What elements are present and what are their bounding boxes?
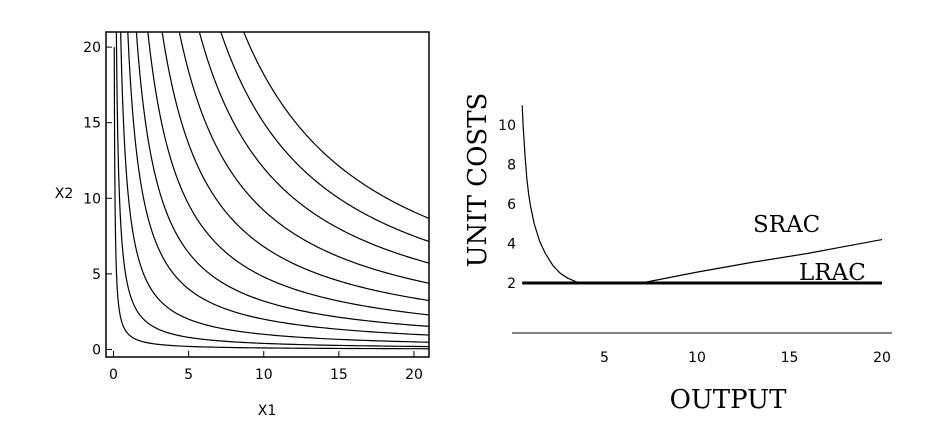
lrac-label: LRAC xyxy=(799,260,866,286)
x-tick-label: 5 xyxy=(184,367,193,383)
y-tick-label: 10 xyxy=(498,118,516,134)
isoquant-y-ticks: 0 5 10 15 20 xyxy=(83,40,112,358)
y-tick-label: 0 xyxy=(92,342,101,358)
isoquant-curve xyxy=(120,31,430,343)
isoquant-curve xyxy=(178,31,430,284)
x-tick-label: 15 xyxy=(781,350,799,366)
cost-x-label: OUTPUT xyxy=(670,385,788,415)
isoquant-plot: 0 5 10 15 20 0 5 10 15 20 X1 X2 xyxy=(55,31,430,419)
isoquant-curve xyxy=(161,31,430,302)
cost-plot: 5 10 15 20 2 4 6 8 10 SRAC LRAC OUTPUT UNIT COS… xyxy=(463,93,892,415)
cost-y-label: UNIT COSTS xyxy=(463,93,493,268)
x-tick-label: 15 xyxy=(330,367,348,383)
y-tick-label: 15 xyxy=(83,116,101,132)
isoquant-curve xyxy=(127,31,430,336)
y-tick-label: 20 xyxy=(83,40,101,56)
x-tick-label: 10 xyxy=(255,367,273,383)
x-tick-label: 20 xyxy=(873,350,891,366)
isoquant-x-ticks: 0 5 10 15 20 xyxy=(109,351,423,383)
isoquant-curve xyxy=(147,31,430,316)
y-tick-label: 4 xyxy=(507,237,516,253)
y-tick-label: 6 xyxy=(507,197,516,213)
isoquant-x-label: X1 xyxy=(258,403,277,419)
cost-y-ticks: 2 4 6 8 10 xyxy=(498,118,516,292)
cost-curves xyxy=(521,105,883,285)
isoquant-curve xyxy=(115,31,430,348)
y-tick-label: 8 xyxy=(507,158,516,174)
isoquant-curve xyxy=(220,31,430,243)
srac-curve xyxy=(521,105,883,284)
isoquant-curve xyxy=(243,31,430,219)
isoquant-curves xyxy=(113,31,430,350)
isoquant-curve xyxy=(113,47,430,350)
isoquant-y-label: X2 xyxy=(55,186,74,202)
y-tick-label: 2 xyxy=(507,276,516,292)
x-tick-label: 5 xyxy=(600,350,609,366)
y-tick-label: 5 xyxy=(92,267,101,283)
x-tick-label: 0 xyxy=(109,367,118,383)
srac-label: SRAC xyxy=(753,212,820,238)
isoquant-curve xyxy=(198,31,430,264)
x-tick-label: 10 xyxy=(688,350,706,366)
isoquant-curve xyxy=(135,31,430,328)
x-tick-label: 20 xyxy=(405,367,423,383)
y-tick-label: 10 xyxy=(83,191,101,207)
cost-x-ticks: 5 10 15 20 xyxy=(600,350,891,366)
